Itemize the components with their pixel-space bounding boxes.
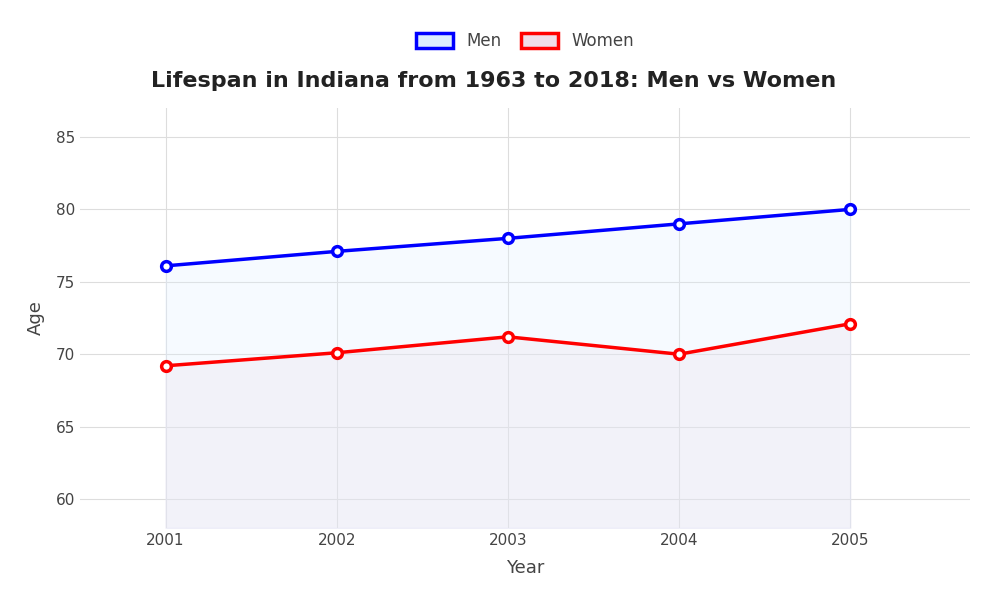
- Legend: Men, Women: Men, Women: [408, 24, 642, 59]
- X-axis label: Year: Year: [506, 559, 544, 577]
- Y-axis label: Age: Age: [27, 301, 45, 335]
- Text: Lifespan in Indiana from 1963 to 2018: Men vs Women: Lifespan in Indiana from 1963 to 2018: M…: [151, 71, 836, 91]
